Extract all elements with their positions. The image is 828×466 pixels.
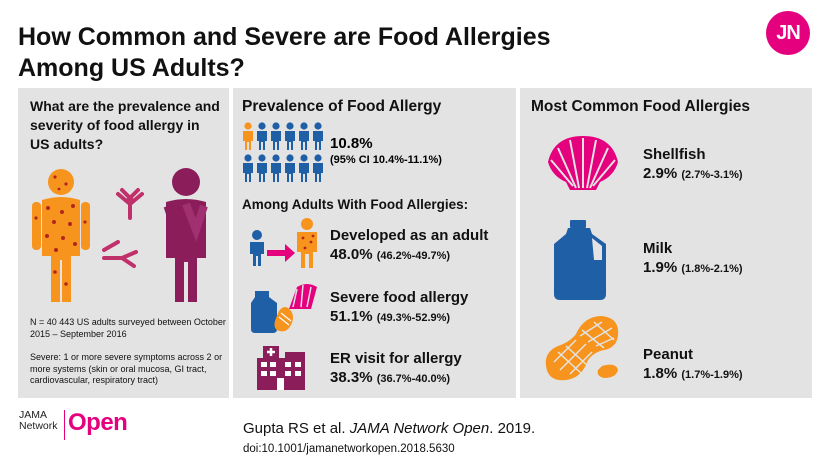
- hospital-icon: [257, 346, 305, 390]
- shellfish-value-row: 2.9% (2.7%-3.1%): [643, 165, 743, 182]
- stat-severe-ci: (49.3%-52.9%): [376, 312, 451, 324]
- jama-network-logo-text: JAMA Network: [19, 410, 58, 432]
- citation-year: . 2019.: [489, 420, 536, 437]
- page-title: How Common and Severe are Food Allergies…: [18, 22, 738, 84]
- stat-severe-label: Severe food allergy: [330, 289, 469, 306]
- stat-er-ci: (36.7%-40.0%): [376, 373, 451, 385]
- antibody-icon: [102, 240, 138, 268]
- stat-adult-onset-ci: (46.2%-49.7%): [376, 250, 451, 262]
- logo-open-word: Open: [68, 409, 128, 436]
- logo-divider: [64, 410, 65, 440]
- stat-adult-onset-label: Developed as an adult: [330, 227, 489, 244]
- milk-jug-icon: [554, 220, 606, 300]
- citation-author: Gupta RS et al.: [243, 420, 346, 437]
- prevalence-value: 10.8%: [330, 135, 373, 152]
- prevalence-panel: Prevalence of Food Allergy 10.8% (95% CI…: [233, 88, 516, 398]
- common-allergies-heading: Most Common Food Allergies: [531, 98, 751, 115]
- child-to-adult-icon: [250, 218, 317, 268]
- shellfish-value: 2.9%: [643, 165, 678, 182]
- shellfish-ci: (2.7%-3.1%): [681, 169, 743, 181]
- peanut-label: Peanut: [643, 346, 694, 363]
- severe-foods-icon: [251, 284, 317, 333]
- title-line-2: Among US Adults?: [18, 54, 245, 82]
- common-allergies-panel: Most Common Food Allergies Shellfish 2.9…: [520, 88, 812, 398]
- logo-network-word: Network: [19, 420, 58, 432]
- jn-logo: JN: [766, 11, 810, 55]
- peanut-icon: [545, 316, 619, 381]
- adults-with-allergy-heading: Among Adults With Food Allergies:: [242, 197, 469, 212]
- stat-adult-onset-value-row: 48.0% (46.2%-49.7%): [330, 246, 450, 263]
- prevalence-heading: Prevalence of Food Allergy: [242, 98, 442, 115]
- milk-ci: (1.8%-2.1%): [681, 263, 743, 275]
- allergy-people-illustration: [32, 168, 208, 302]
- citation: Gupta RS et al. JAMA Network Open. 2019.: [243, 420, 535, 437]
- logo-jama-word: JAMA: [19, 409, 48, 421]
- stat-er-value: 38.3%: [330, 369, 373, 386]
- antibody-icon: [116, 188, 144, 220]
- population-people-icon: [243, 122, 323, 182]
- stat-er-label: ER visit for allergy: [330, 350, 462, 367]
- milk-label: Milk: [643, 240, 673, 257]
- purple-person-icon: [163, 168, 208, 302]
- question-panel: What are the prevalence and severity of …: [18, 88, 229, 398]
- milk-value: 1.9%: [643, 259, 678, 276]
- orange-person-icon: [32, 169, 90, 302]
- shellfish-label: Shellfish: [643, 146, 706, 163]
- milk-value-row: 1.9% (1.8%-2.1%): [643, 259, 743, 276]
- prevalence-ci: (95% CI 10.4%-11.1%): [330, 154, 442, 166]
- study-question: What are the prevalence and severity of …: [30, 98, 220, 152]
- doi-link[interactable]: doi:10.1001/jamanetworkopen.2018.5630: [243, 443, 455, 455]
- peanut-value: 1.8%: [643, 365, 678, 382]
- sample-note: N = 40 443 US adults surveyed between Oc…: [30, 317, 226, 339]
- stat-severe-value: 51.1%: [330, 308, 373, 325]
- stat-er-value-row: 38.3% (36.7%-40.0%): [330, 369, 450, 386]
- stat-severe-value-row: 51.1% (49.3%-52.9%): [330, 308, 450, 325]
- peanut-value-row: 1.8% (1.7%-1.9%): [643, 365, 743, 382]
- severe-definition-note: Severe: 1 or more severe symptoms across…: [30, 352, 223, 385]
- title-line-1: How Common and Severe are Food Allergies: [18, 23, 551, 51]
- stat-adult-onset-value: 48.0%: [330, 246, 373, 263]
- citation-journal: JAMA Network Open: [349, 420, 490, 437]
- peanut-ci: (1.7%-1.9%): [681, 369, 743, 381]
- shellfish-icon: [548, 136, 618, 190]
